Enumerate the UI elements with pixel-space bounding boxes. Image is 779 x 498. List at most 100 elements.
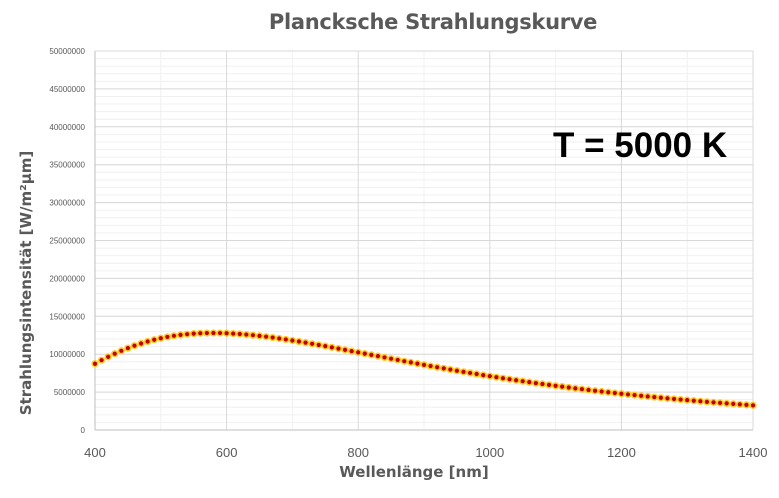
data-point — [625, 392, 631, 397]
data-point — [145, 339, 150, 344]
data-point — [566, 385, 571, 390]
data-point — [323, 344, 328, 349]
data-point — [691, 398, 696, 403]
data-point — [389, 356, 394, 361]
data-point — [191, 331, 196, 336]
y-tick-label: 20000000 — [49, 274, 85, 283]
temperature-annotation: T = 5000 K — [553, 126, 728, 165]
data-point — [402, 359, 407, 364]
data-point — [250, 333, 256, 338]
data-point — [718, 400, 723, 405]
data-point — [612, 390, 617, 396]
data-point — [244, 332, 249, 337]
data-point — [698, 399, 703, 404]
y-tick-label: 10000000 — [49, 350, 85, 359]
data-point — [507, 377, 512, 382]
y-tick-label: 15000000 — [49, 312, 85, 321]
data-point — [487, 374, 492, 379]
data-point — [119, 348, 124, 353]
data-point — [171, 333, 177, 338]
data-point — [645, 394, 650, 399]
data-point — [467, 370, 473, 376]
data-point — [99, 358, 104, 363]
data-point — [257, 333, 262, 338]
data-point — [731, 401, 736, 407]
data-point — [520, 379, 525, 384]
data-point — [158, 336, 163, 341]
data-point — [217, 330, 223, 336]
data-point — [125, 346, 130, 351]
data-point — [395, 357, 400, 363]
data-point — [737, 402, 742, 407]
data-point — [178, 332, 183, 337]
data-point — [231, 331, 236, 336]
data-point — [263, 334, 269, 339]
data-point — [362, 351, 367, 356]
data-point — [349, 348, 354, 354]
data-point — [592, 388, 598, 393]
data-point — [382, 355, 387, 360]
data-point — [369, 352, 374, 357]
y-tick-label: 35000000 — [49, 161, 85, 170]
data-point — [303, 340, 308, 345]
data-point — [619, 391, 624, 396]
data-point — [606, 390, 611, 395]
data-point — [356, 350, 361, 355]
data-point — [435, 365, 440, 370]
x-tick-label: 1200 — [607, 445, 636, 460]
data-point — [744, 402, 749, 407]
data-point — [560, 384, 565, 389]
data-point — [185, 332, 190, 337]
data-point — [408, 360, 413, 365]
data-point — [270, 335, 275, 340]
data-point — [454, 368, 459, 373]
data-point — [204, 330, 209, 336]
data-point — [152, 337, 157, 342]
x-tick-label: 1400 — [739, 445, 768, 460]
y-tick-label: 0 — [81, 426, 86, 435]
data-point — [132, 343, 137, 348]
data-point — [639, 393, 644, 398]
data-point — [579, 387, 585, 392]
data-point — [106, 354, 111, 359]
data-point — [500, 376, 506, 381]
chart-title: Plancksche Strahlungskurve — [268, 10, 598, 34]
y-tick-label: 45000000 — [49, 85, 85, 94]
x-tick-label: 1000 — [475, 445, 504, 460]
x-tick-label: 600 — [216, 445, 238, 460]
data-point — [290, 338, 295, 343]
data-point — [481, 373, 486, 378]
data-point — [329, 345, 334, 350]
data-point — [92, 361, 98, 366]
data-point — [724, 401, 729, 406]
data-point — [652, 395, 657, 400]
data-point — [750, 403, 756, 408]
data-point — [441, 366, 446, 371]
y-tick-label: 40000000 — [49, 123, 85, 132]
data-point — [138, 341, 144, 346]
data-point — [428, 363, 433, 369]
data-point — [704, 399, 710, 404]
y-tick-label: 30000000 — [49, 199, 85, 208]
x-tick-label: 800 — [347, 445, 369, 460]
data-point — [573, 386, 578, 391]
data-point — [632, 393, 637, 398]
data-point — [421, 362, 427, 367]
data-point — [296, 339, 302, 344]
data-point — [375, 354, 381, 359]
y-tick-label: 25000000 — [49, 237, 85, 246]
data-point — [277, 336, 282, 341]
y-axis-ticks: 0 5000000 10000000 15000000 20000000 25000000… — [49, 47, 85, 435]
data-point — [474, 371, 479, 377]
data-point — [527, 380, 532, 385]
data-point — [514, 378, 519, 383]
data-point — [237, 331, 242, 337]
y-tick-label: 50000000 — [49, 47, 85, 56]
data-point — [658, 395, 663, 400]
data-point — [533, 380, 538, 386]
y-tick-label: 5000000 — [54, 388, 86, 397]
data-point — [553, 383, 558, 388]
x-tick-label: 400 — [84, 445, 106, 460]
data-point — [540, 381, 545, 387]
